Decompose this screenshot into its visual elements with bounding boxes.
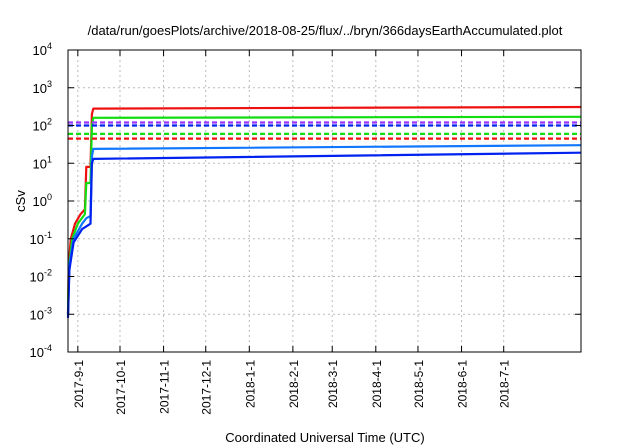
chart-title: /data/run/goesPlots/archive/2018-08-25/f… [88, 23, 563, 38]
y-tick-exponent: 1 [47, 154, 52, 164]
y-tick-exponent: -2 [44, 268, 52, 278]
series-line-blue [66, 151, 582, 318]
y-axis-label: cSv [13, 190, 28, 212]
x-tick-label: 2017-11-1 [158, 360, 172, 414]
y-tick-exponent: -4 [44, 343, 52, 353]
x-tick-label: 2017-10-1 [114, 360, 128, 415]
x-axis: 2017-9-1 2017-10-1 2017-11-1 2017-12-1 2018-… [72, 50, 512, 415]
x-tick-label: 2018-3-1 [326, 360, 340, 408]
x-tick-label: 2017-12-1 [200, 360, 214, 415]
y-tick-label: 10-3 [30, 305, 52, 322]
y-tick-label: 102 [33, 117, 52, 134]
x-tick-label: 2018-7-1 [498, 360, 512, 408]
y-tick-label: 10-1 [30, 230, 52, 247]
y-tick-label: 10-2 [30, 268, 52, 285]
x-axis-label: Coordinated Universal Time (UTC) [225, 430, 424, 445]
y-tick-exponent: -1 [44, 230, 52, 240]
y-tick-exponent: 0 [47, 192, 52, 202]
y-tick-exponent: 4 [47, 41, 52, 51]
x-tick-label: 2018-5-1 [412, 360, 426, 408]
x-tick-label: 2018-6-1 [456, 360, 470, 408]
y-tick-label: 103 [33, 79, 52, 96]
y-tick-label: 104 [33, 41, 52, 58]
y-tick-exponent: 2 [47, 117, 52, 127]
x-tick-label: 2017-9-1 [72, 360, 86, 408]
y-tick-label: 100 [33, 192, 52, 209]
x-tick-label: 2018-2-1 [287, 360, 301, 408]
x-tick-label: 2018-1-1 [243, 360, 257, 408]
grid [68, 50, 581, 352]
x-tick-label: 2018-4-1 [370, 360, 384, 408]
y-tick-label: 10-4 [30, 343, 52, 360]
y-tick-label: 101 [33, 154, 52, 171]
series-group [66, 105, 582, 318]
y-tick-exponent: 3 [47, 79, 52, 89]
y-tick-exponent: -3 [44, 305, 52, 315]
